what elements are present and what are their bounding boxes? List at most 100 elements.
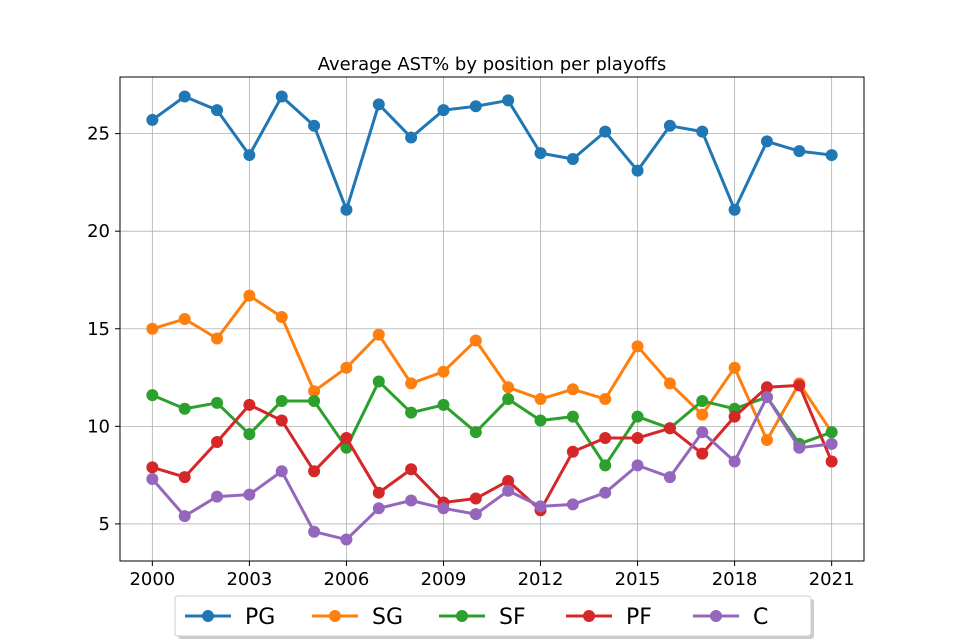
y-tick-label: 25 (87, 124, 110, 145)
legend-item-sf: SF (439, 605, 526, 630)
data-point (566, 498, 579, 511)
legend: PG SG SF PF C (174, 595, 814, 639)
data-point (599, 393, 612, 406)
series-line (151, 95, 832, 212)
data-point (211, 104, 224, 117)
x-tick-label: 2000 (129, 569, 175, 590)
data-point (599, 432, 612, 445)
data-point (437, 365, 450, 378)
series-line (151, 395, 832, 542)
data-point (243, 428, 256, 441)
data-point (405, 494, 418, 507)
data-point (372, 486, 385, 499)
legend-item-c: C (693, 605, 768, 630)
legend-label: C (753, 605, 768, 630)
data-point (534, 147, 547, 160)
data-point (760, 135, 773, 148)
data-point (631, 164, 644, 177)
data-point (275, 90, 288, 103)
data-point (146, 389, 159, 402)
data-point (534, 500, 547, 513)
data-point (663, 119, 676, 132)
chart-title: Average AST% by position per playoffs (318, 54, 667, 75)
x-tick-label: 2018 (712, 569, 758, 590)
data-point (825, 455, 838, 468)
data-point (566, 152, 579, 165)
data-point (243, 488, 256, 501)
data-point (243, 289, 256, 302)
x-tick-label: 2006 (324, 569, 370, 590)
data-point (178, 402, 191, 415)
data-point (146, 461, 159, 474)
legend-swatch-marker (202, 610, 214, 622)
data-point (308, 465, 321, 478)
data-point (502, 484, 515, 497)
data-point (275, 311, 288, 324)
data-point (211, 490, 224, 503)
data-point (663, 471, 676, 484)
data-point (502, 381, 515, 394)
data-point (599, 125, 612, 138)
data-point (599, 486, 612, 499)
series-line (151, 379, 833, 467)
legend-label: SF (499, 605, 526, 630)
legend-swatch-marker (329, 610, 341, 622)
x-tick-label: 2021 (809, 569, 855, 590)
data-point (502, 393, 515, 406)
data-point (340, 432, 353, 445)
x-tick-label: 2012 (518, 569, 564, 590)
data-point (631, 432, 644, 445)
data-point (178, 90, 191, 103)
data-point (502, 94, 515, 107)
data-point (760, 391, 773, 404)
data-point (178, 471, 191, 484)
data-point (211, 435, 224, 448)
data-point (469, 492, 482, 505)
data-point (340, 203, 353, 216)
data-point (728, 203, 741, 216)
legend-item-sg: SG (312, 605, 403, 630)
data-point (599, 459, 612, 472)
data-point (631, 410, 644, 423)
data-point (760, 381, 773, 394)
data-point (372, 375, 385, 388)
data-point (631, 340, 644, 353)
data-point (372, 328, 385, 341)
data-point (308, 394, 321, 407)
data-point (178, 313, 191, 325)
data-point (437, 502, 450, 515)
data-point (663, 422, 676, 435)
data-point (275, 414, 288, 427)
legend-item-pg: PG (185, 605, 275, 630)
data-point (308, 385, 321, 398)
data-point (211, 396, 224, 409)
x-tick-label: 2015 (615, 569, 661, 590)
series-layer (146, 90, 838, 546)
data-point (534, 414, 547, 427)
data-point (243, 398, 256, 411)
series-line (151, 383, 834, 512)
data-point (566, 445, 579, 458)
data-point (243, 149, 256, 162)
data-point (275, 394, 288, 407)
data-point (146, 322, 159, 335)
x-tick-label: 2003 (226, 569, 272, 590)
data-point (275, 465, 288, 478)
plot-frame (119, 76, 865, 562)
y-axis: 5 10 15 20 25 (87, 124, 120, 535)
legend-label: PG (245, 605, 275, 630)
data-point (696, 447, 709, 460)
data-point (469, 100, 482, 113)
x-axis: 2000 2003 2006 2009 2012 2015 2018 2021 (129, 561, 855, 590)
x-tick-label: 2009 (421, 569, 467, 590)
data-point (825, 426, 838, 439)
data-point (696, 408, 709, 421)
data-point (631, 459, 644, 472)
y-tick-label: 5 (99, 514, 110, 535)
data-point (825, 149, 838, 162)
data-point (696, 426, 709, 439)
data-point (469, 508, 482, 521)
legend-swatch-marker (710, 610, 722, 622)
data-point (405, 377, 418, 390)
